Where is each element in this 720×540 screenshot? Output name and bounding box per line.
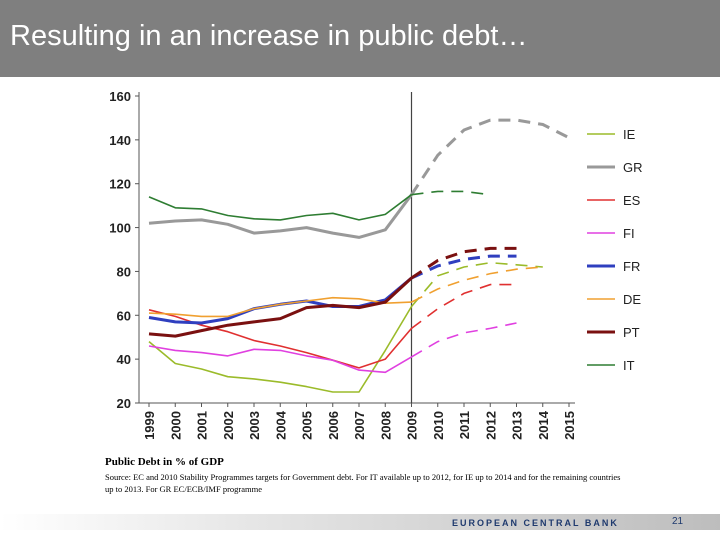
series-projection-fr — [410, 254, 517, 280]
y-tick-label: 120 — [109, 177, 131, 192]
x-tick-label: 2000 — [168, 411, 183, 440]
y-tick-label: 100 — [109, 221, 131, 236]
series-line-de — [148, 296, 412, 318]
series-line-pt — [148, 276, 413, 338]
y-tick-label: 160 — [109, 89, 131, 104]
legend-label-fr: FR — [623, 259, 640, 274]
x-tick-label: 2001 — [195, 411, 210, 440]
x-tick-label: 2008 — [378, 411, 393, 440]
chart-caption-title: Public Debt in % of GDP — [105, 456, 224, 468]
page-number: 21 — [672, 516, 684, 527]
x-tick-label: 2009 — [405, 411, 420, 440]
ecb-brand-text: EUROPEAN CENTRAL BANK — [452, 518, 619, 528]
legend-label-de: DE — [623, 292, 641, 307]
legend-label-ie: IE — [623, 127, 636, 142]
footer-bar — [0, 514, 720, 530]
series-line-fi — [148, 345, 412, 374]
source-note: Source: EC and 2010 Stability Programmes… — [105, 472, 621, 494]
x-tick-label: 2003 — [247, 411, 262, 440]
legend-label-pt: PT — [623, 325, 640, 340]
legend-label-gr: GR — [623, 160, 643, 175]
y-tick-label: 20 — [117, 396, 131, 411]
y-tick-label: 40 — [117, 352, 131, 367]
series-projection-fi — [411, 322, 517, 358]
series-projection-de — [411, 266, 543, 303]
series-projection-pt — [410, 246, 517, 280]
debt-line-chart: 20 40 60 80 100 120 140 160 1999 2000 2001 2002 2003… — [109, 89, 643, 440]
legend-label-es: ES — [623, 193, 641, 208]
y-tick-label: 80 — [117, 264, 131, 279]
x-tick-label: 2011 — [457, 411, 472, 439]
series-projection-es — [411, 283, 517, 330]
y-tick-label: 60 — [117, 308, 131, 323]
series-projection-gr — [410, 118, 570, 196]
x-tick-label: 2006 — [326, 411, 341, 440]
series-line-gr — [148, 193, 413, 239]
legend-label-it: IT — [623, 358, 635, 373]
legend-label-fi: FI — [623, 226, 635, 241]
series-projection-ie — [410, 261, 543, 308]
x-tick-label: 1999 — [142, 411, 157, 440]
x-tick-label: 2013 — [510, 411, 525, 440]
x-tick-label: 2015 — [562, 411, 577, 440]
x-tick-label: 2005 — [300, 411, 315, 440]
slide-title: Resulting in an increase in public debt… — [10, 20, 528, 52]
series-line-it — [148, 194, 412, 221]
title-bar: Resulting in an increase in public debt… — [0, 0, 720, 77]
x-tick-label: 2014 — [536, 410, 551, 440]
x-tick-label: 2004 — [273, 410, 288, 440]
y-tick-label: 140 — [109, 133, 131, 148]
x-tick-label: 2002 — [221, 411, 236, 440]
series-projection-it — [411, 190, 491, 196]
x-tick-label: 2007 — [352, 411, 367, 440]
x-tick-label: 2012 — [483, 411, 498, 440]
series-line-ie — [148, 306, 413, 393]
x-tick-label: 2010 — [431, 411, 446, 440]
